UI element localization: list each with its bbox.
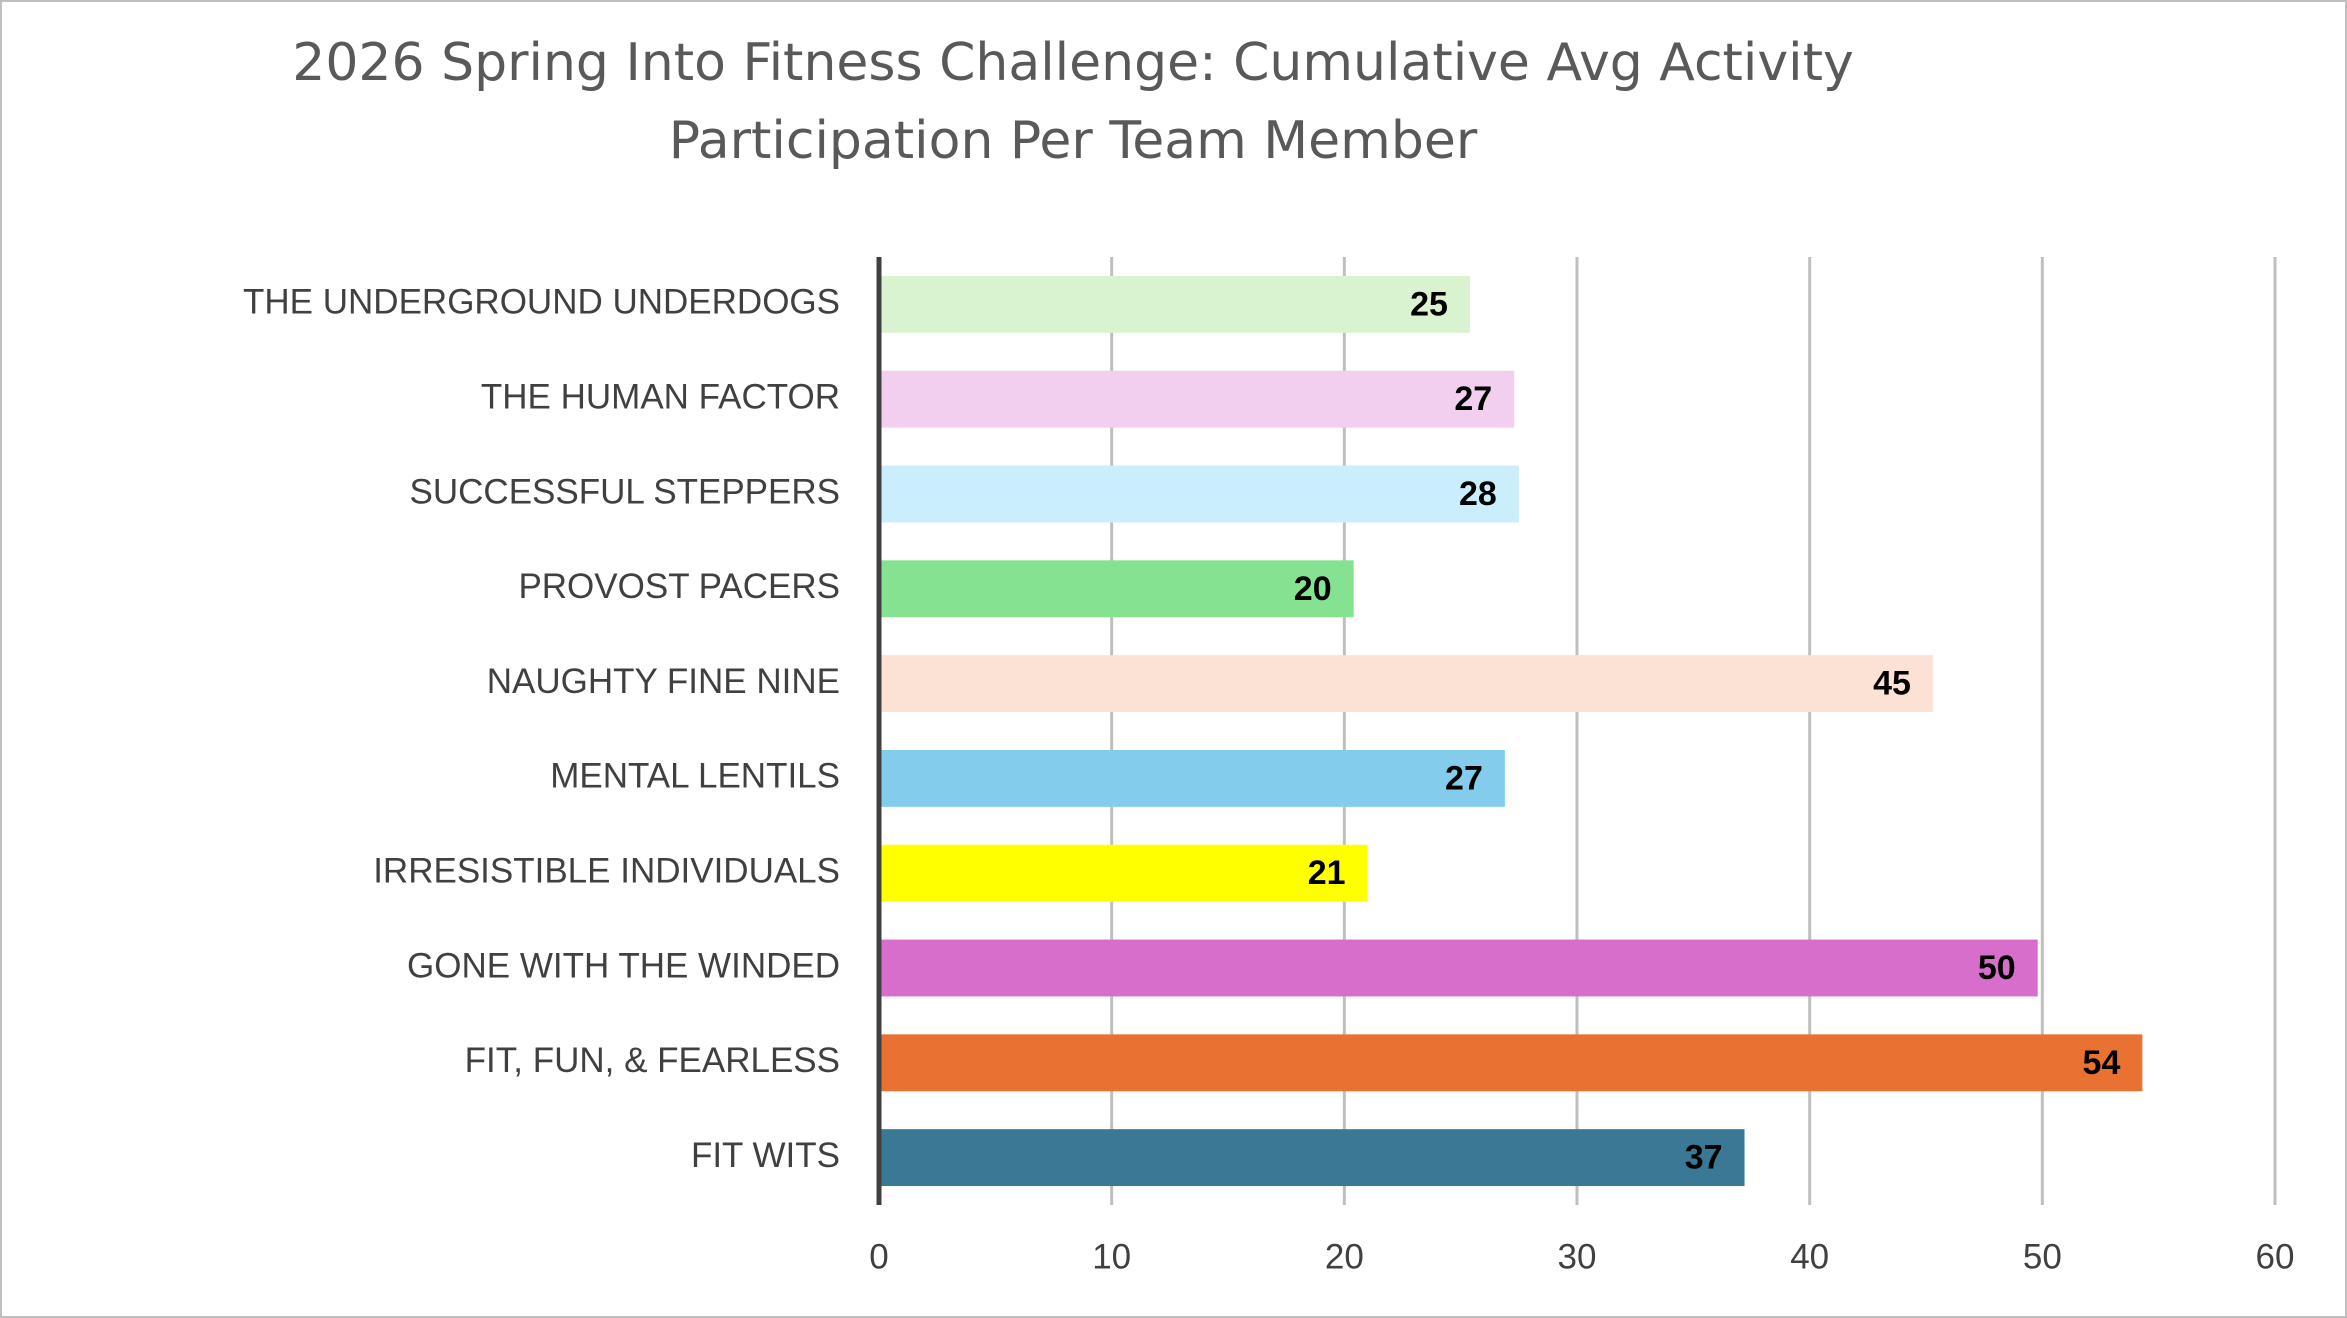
y-tick-label: IRRESISTIBLE INDIVIDUALS [373,851,840,890]
chart-title: 2026 Spring Into Fitness Challenge: Cumu… [292,33,1854,171]
y-tick-label: GONE WITH THE WINDED [407,946,840,985]
bar [879,655,1933,713]
bar [879,560,1354,618]
y-tick-label: SUCCESSFUL STEPPERS [410,472,840,511]
bar [879,844,1368,902]
bar [879,465,1519,523]
data-label: 27 [1445,759,1483,797]
data-label: 20 [1294,570,1332,608]
x-tick-label: 0 [869,1237,888,1276]
y-tick-label: THE UNDERGROUND UNDERDOGS [243,283,840,322]
data-label: 45 [1873,665,1911,703]
data-label: 25 [1410,285,1448,323]
bar [879,1034,2143,1092]
data-label: 27 [1454,380,1492,418]
data-label: 54 [2083,1044,2121,1082]
bar [879,370,1515,428]
x-tick-label: 50 [2023,1237,2062,1276]
bar [879,275,1470,333]
y-tick-label: THE HUMAN FACTOR [481,377,840,416]
data-label: 37 [1685,1139,1723,1177]
y-tick-label: FIT WITS [691,1136,840,1175]
x-tick-label: 30 [1558,1237,1597,1276]
y-tick-label: NAUGHTY FINE NINE [487,662,840,701]
x-tick-label: 40 [1790,1237,1829,1276]
bar [879,749,1505,807]
y-tick-label: PROVOST PACERS [518,567,840,606]
y-tick-label: MENTAL LENTILS [550,757,840,796]
x-tick-label: 60 [2256,1237,2295,1276]
data-label: 50 [1978,949,2016,987]
bar [879,1129,1745,1187]
x-tick-label: 10 [1092,1237,1131,1276]
bar [879,939,2038,997]
data-label: 21 [1308,854,1346,892]
data-label: 28 [1459,475,1497,513]
x-tick-label: 20 [1325,1237,1364,1276]
y-tick-label: FIT, FUN, & FEARLESS [465,1041,840,1080]
